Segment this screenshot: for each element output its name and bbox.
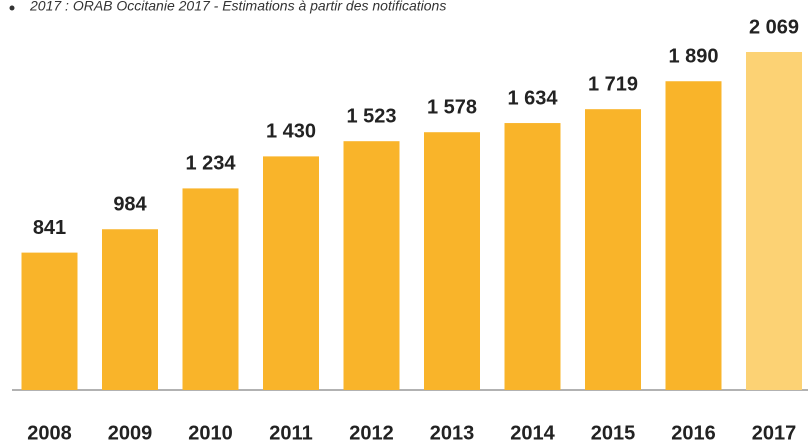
x-tick-label: 2011 — [269, 422, 312, 443]
bullet — [9, 5, 15, 11]
value-label: 1 430 — [266, 121, 316, 143]
x-tick-label: 2015 — [591, 422, 636, 443]
x-tick-label: 2010 — [188, 422, 233, 443]
bar — [102, 229, 158, 390]
bar — [746, 52, 802, 390]
x-tick-label: 2017 — [752, 422, 797, 443]
bar — [424, 132, 480, 390]
bar — [263, 156, 319, 390]
x-tick-label: 2008 — [27, 422, 72, 443]
value-label: 841 — [33, 217, 66, 239]
x-tick-label: 2014 — [510, 422, 555, 443]
value-label: 1 890 — [668, 46, 718, 68]
value-label: 1 523 — [346, 105, 396, 127]
bar — [585, 109, 641, 391]
bar — [504, 123, 561, 390]
x-tick-label: 2016 — [671, 422, 716, 443]
value-label: 984 — [113, 194, 147, 216]
x-tick-label: 2013 — [430, 422, 475, 443]
bar — [21, 252, 78, 390]
value-label: 1 719 — [588, 73, 638, 95]
value-label: 1 634 — [507, 87, 558, 109]
bar — [343, 141, 400, 390]
value-label: 1 578 — [427, 96, 477, 118]
note: 2017 : ORAB Occitanie 2017 - Estimations… — [29, 0, 446, 14]
bar — [182, 188, 239, 390]
value-label: 2 069 — [749, 16, 799, 38]
bar — [665, 81, 722, 390]
value-label: 1 234 — [185, 153, 236, 175]
x-tick-label: 2012 — [349, 422, 394, 443]
x-tick-label: 2009 — [108, 422, 153, 443]
